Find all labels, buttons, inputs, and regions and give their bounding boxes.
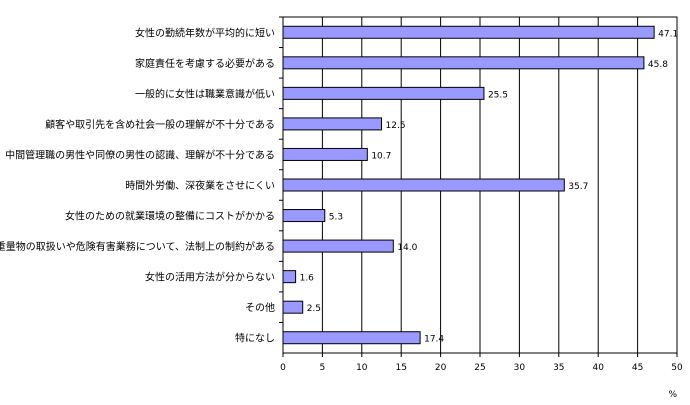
data-labels: 47.1 45.8 25.5 12.5 10.7 35.7 5.3 14.0 1.6 2.5 17.…: [300, 29, 679, 344]
data-label: 47.1: [658, 29, 678, 39]
x-tick-label: 50: [671, 363, 683, 373]
bar-9: [282, 300, 304, 314]
category-label: 重量物の取扱いや危険有害業務について、法制上の制約がある: [0, 240, 275, 253]
bar-6: [282, 209, 326, 223]
x-tick-label: 0: [280, 363, 286, 373]
category-label: 顧客や取引先を含め社会一般の理解が不十分である: [45, 118, 275, 131]
x-axis-ticks: 0 5 10 15 20 25 30 35 40 45 50: [280, 353, 683, 373]
x-axis-unit-label: %: [668, 390, 677, 400]
x-tick-label: 35: [553, 363, 564, 373]
category-label: 女性のための就業環境の整備にコストがかかる: [65, 210, 275, 223]
category-label: 女性の活用方法が分からない: [145, 271, 275, 284]
x-tick-label: 10: [356, 363, 368, 373]
data-label: 45.8: [648, 60, 668, 70]
x-tick-label: 25: [474, 363, 485, 373]
category-label: 中間管理職の男性や同僚の男性の認識、理解が不十分である: [5, 148, 275, 161]
data-label: 25.5: [488, 90, 508, 100]
bar-4: [282, 147, 368, 161]
data-label: 14.0: [397, 243, 417, 253]
x-tick-label: 15: [395, 363, 406, 373]
x-tick-label: 45: [632, 363, 643, 373]
bar-8: [282, 270, 297, 284]
category-label: 特になし: [235, 333, 275, 345]
category-label: 家庭責任を考慮する必要がある: [135, 57, 275, 70]
category-label: 一般的に女性は職業意識が低い: [135, 87, 275, 100]
category-label: その他: [245, 301, 275, 314]
category-labels: 女性の勤続年数が平均的に短い家庭責任を考慮する必要がある一般的に女性は職業意識が…: [0, 16, 283, 345]
x-tick-label: 30: [514, 363, 526, 373]
data-label: 2.5: [307, 304, 321, 314]
x-tick-label: 20: [435, 363, 447, 373]
category-label: 時間外労働、深夜業をさせにくい: [125, 179, 275, 192]
data-label: 5.3: [329, 213, 343, 223]
data-label: 17.4: [424, 335, 444, 345]
bar-0: [282, 25, 655, 39]
bar-2: [282, 86, 485, 100]
bar-5: [282, 178, 565, 192]
bar-7: [282, 239, 394, 253]
bar-3: [282, 117, 382, 131]
data-label: 1.6: [300, 274, 315, 284]
data-label: 35.7: [568, 182, 588, 192]
data-label: 10.7: [371, 151, 391, 161]
category-label: 女性の勤続年数が平均的に短い: [135, 26, 275, 39]
data-label: 12.5: [386, 121, 406, 131]
bar-10: [282, 331, 421, 345]
bar-1: [282, 56, 645, 70]
x-tick-label: 5: [320, 363, 326, 373]
x-tick-label: 40: [592, 363, 604, 373]
